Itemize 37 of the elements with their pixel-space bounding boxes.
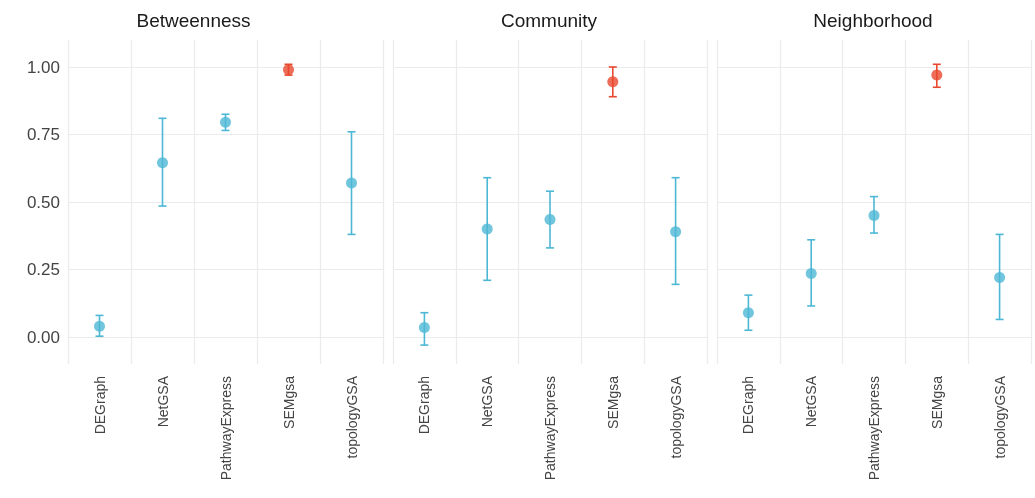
x-tick-label: SEMgsa <box>604 375 621 429</box>
point <box>742 307 754 319</box>
point <box>607 76 619 88</box>
x-tick-label: topologyGSA <box>343 375 360 459</box>
y-tick-label: 0.75 <box>26 125 60 144</box>
x-tick-label: PathwayExpress <box>217 376 234 481</box>
point <box>868 210 880 221</box>
point <box>220 116 231 128</box>
x-tick-label: DEGraph <box>416 376 433 435</box>
point <box>670 226 682 238</box>
x-tick-label: NetGSA <box>479 375 496 428</box>
point <box>931 69 943 81</box>
x-tick-label: PathwayExpress <box>542 376 558 481</box>
x-tick-label: DEGraph <box>740 376 757 435</box>
point <box>481 223 493 235</box>
point <box>994 272 1006 284</box>
point <box>544 214 556 226</box>
x-tick-label: topologyGSA <box>991 375 1008 459</box>
y-tick-label: 0.25 <box>26 260 60 279</box>
x-tick-label: PathwayExpress <box>866 376 882 481</box>
y-tick-label: 0.50 <box>26 192 60 212</box>
x-tick-label: NetGSA <box>154 375 171 428</box>
chart-title: Betweenness <box>136 10 251 31</box>
point <box>157 157 168 169</box>
x-tick-label: SEMgsa <box>928 375 945 429</box>
point <box>805 268 817 280</box>
x-tick-label: DEGraph <box>91 376 108 435</box>
point <box>418 322 430 334</box>
y-tick-label: 1.00 <box>26 57 60 77</box>
x-tick-label: SEMgsa <box>280 375 297 429</box>
point <box>94 320 105 332</box>
point <box>346 177 357 189</box>
chart-title: Neighborhood <box>813 10 933 31</box>
chart-title: Community <box>500 10 598 31</box>
x-tick-label: topologyGSA <box>667 375 684 459</box>
y-tick-label: 0.00 <box>26 327 60 347</box>
x-tick-label: NetGSA <box>803 375 820 428</box>
